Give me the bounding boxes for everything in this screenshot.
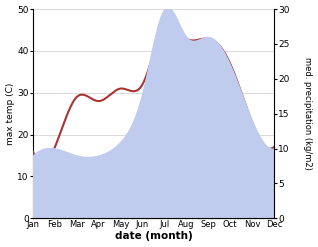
- Y-axis label: med. precipitation (kg/m2): med. precipitation (kg/m2): [303, 57, 313, 170]
- Y-axis label: max temp (C): max temp (C): [5, 82, 15, 145]
- X-axis label: date (month): date (month): [114, 231, 192, 242]
